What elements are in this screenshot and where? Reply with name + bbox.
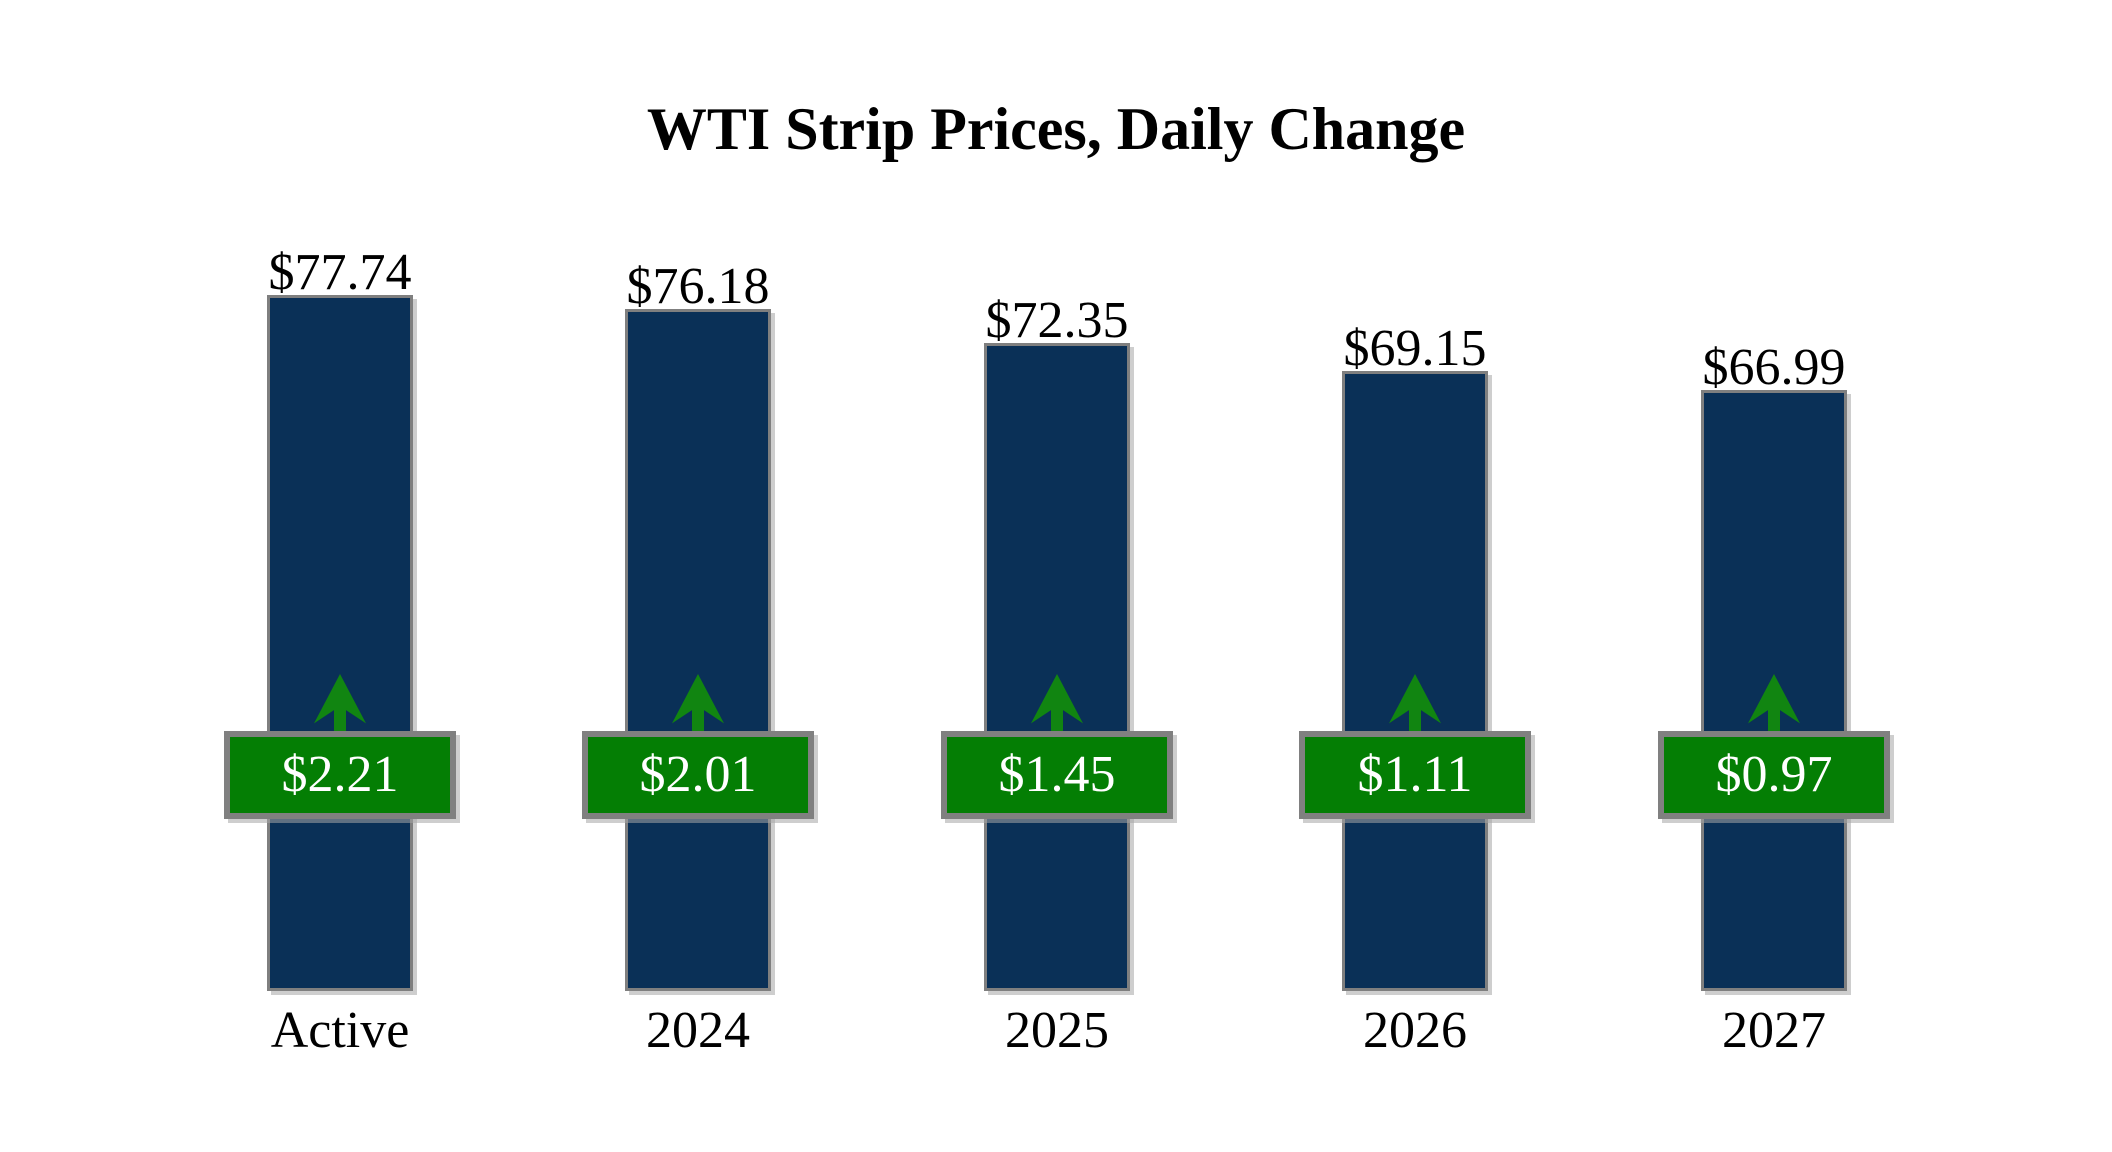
- change-badge: $1.45: [941, 731, 1173, 819]
- price-label: $69.15: [1343, 320, 1487, 377]
- bar-group: $69.15 $1.11 2026: [1245, 0, 1585, 1152]
- category-label: Active: [270, 1002, 410, 1059]
- change-label: $2.01: [639, 746, 757, 803]
- category-label: 2027: [1722, 1002, 1826, 1059]
- price-label: $76.18: [626, 258, 770, 315]
- bar-group: $72.35 $1.45 2025: [887, 0, 1227, 1152]
- up-arrow-icon: [314, 674, 366, 731]
- change-label: $1.11: [1357, 746, 1473, 803]
- up-arrow-icon: [672, 674, 724, 731]
- change-badge: $0.97: [1658, 731, 1890, 819]
- up-arrow-icon: [1389, 674, 1441, 731]
- price-label: $77.74: [268, 244, 412, 301]
- price-label: $66.99: [1702, 339, 1846, 396]
- up-arrow-icon: [1031, 674, 1083, 731]
- change-badge: $2.21: [224, 731, 456, 819]
- bar: [625, 309, 771, 991]
- bar: [984, 343, 1130, 991]
- change-label: $2.21: [281, 746, 399, 803]
- change-label: $0.97: [1715, 746, 1833, 803]
- change-badge: $2.01: [582, 731, 814, 819]
- price-label: $72.35: [985, 292, 1129, 349]
- bar: [267, 295, 413, 991]
- category-label: 2024: [646, 1002, 750, 1059]
- up-arrow-icon: [1748, 674, 1800, 731]
- change-badge: $1.11: [1299, 731, 1531, 819]
- bar-group: $76.18 $2.01 2024: [528, 0, 868, 1152]
- category-label: 2025: [1005, 1002, 1109, 1059]
- chart-title: WTI Strip Prices, Daily Change: [646, 96, 1466, 162]
- category-label: 2026: [1363, 1002, 1467, 1059]
- bar-group: $77.74 $2.21 Active: [170, 0, 510, 1152]
- change-label: $1.45: [998, 746, 1116, 803]
- bar-group: $66.99 $0.97 2027: [1604, 0, 1944, 1152]
